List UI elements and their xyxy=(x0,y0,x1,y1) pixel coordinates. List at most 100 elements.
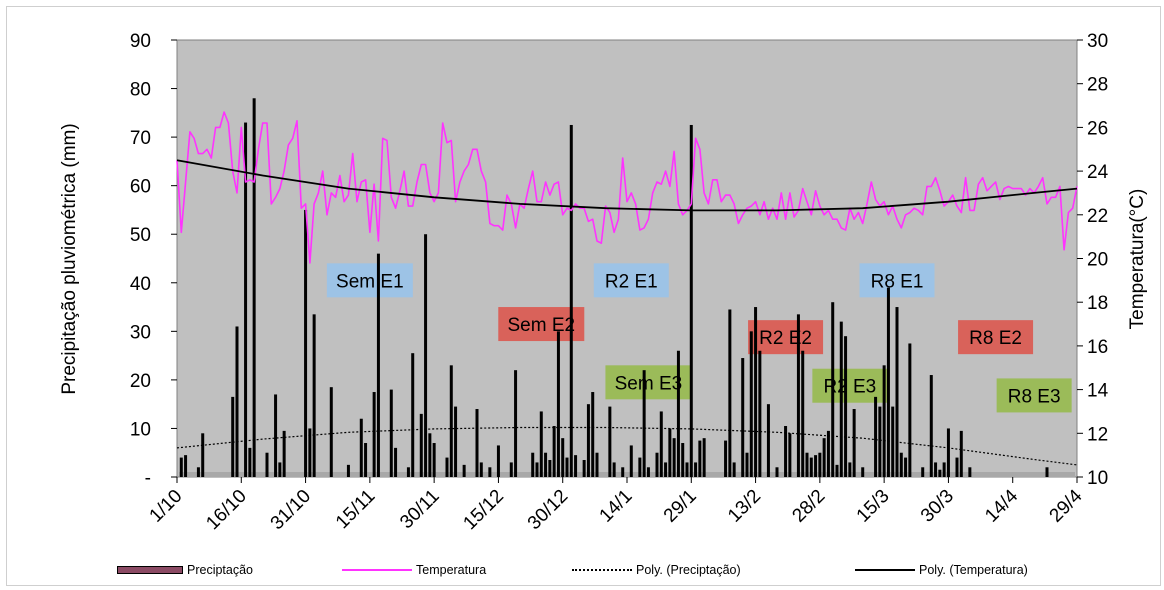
precipitation-bar xyxy=(428,433,432,477)
annotation-label: R2 E1 xyxy=(605,271,658,292)
precipitation-bar xyxy=(891,406,895,477)
x-tick-label: 15/3 xyxy=(853,486,894,527)
annotation-box xyxy=(748,320,824,355)
x-tick-label: 28/2 xyxy=(788,486,829,527)
precipitation-bar xyxy=(514,370,518,477)
precipitation-bar xyxy=(934,462,938,477)
combo-chart: Sem E1 Sem E2 Sem E3 R2 E1 R2 E2 R2 E3 R8 E1 R8… xyxy=(59,31,1148,534)
precipitation-bar xyxy=(556,331,560,477)
annotation-box xyxy=(593,263,669,298)
precipitation-bar xyxy=(831,302,835,477)
precipitation-bar xyxy=(895,307,899,477)
precipitation-bar xyxy=(766,404,770,477)
legend-item-temperature: Temperatura xyxy=(342,559,486,581)
y-left-axis-title: Precipitação pluviométrica (mm) xyxy=(59,123,80,394)
annotation-box xyxy=(996,378,1072,413)
y-right-tick-label: 30 xyxy=(1087,31,1108,52)
x-tick-label: 15/12 xyxy=(459,486,507,534)
x-tick-label: 15/11 xyxy=(332,486,379,533)
precipitation-bar xyxy=(886,287,890,477)
precipitation-bar xyxy=(544,452,548,477)
x-tick-label: 14/1 xyxy=(596,486,637,527)
precipitation-bar xyxy=(582,460,586,477)
precipitation-bar xyxy=(741,358,745,477)
y-left-tick-label: - xyxy=(145,468,151,489)
legend: Preciptação Temperatura Poly. (Preciptaç… xyxy=(117,559,1107,581)
precipitation-bar xyxy=(839,321,843,477)
precipitation-bar xyxy=(389,389,393,477)
precipitation-zero-baseline xyxy=(179,472,1075,477)
legend-swatch-precipitation xyxy=(117,566,183,574)
y-left-tick-label: 50 xyxy=(130,225,151,246)
precipitation-bar xyxy=(329,387,333,477)
precipitation-bar xyxy=(848,462,852,477)
y-right-tick-label: 24 xyxy=(1087,162,1109,183)
y-right-tick-label: 26 xyxy=(1087,118,1108,139)
poly-temperature-line xyxy=(176,159,1078,212)
precipitation-bar xyxy=(201,433,205,477)
precipitation-bar xyxy=(758,350,762,477)
precipitation-bar xyxy=(882,365,886,477)
precipitation-bar xyxy=(196,467,200,477)
precipitation-bar xyxy=(496,445,500,477)
precipitation-bar xyxy=(638,457,642,477)
x-tick-label: 29/4 xyxy=(1046,485,1087,526)
precipitation-bar xyxy=(346,464,350,477)
annotation-label: Sem E2 xyxy=(507,315,575,336)
legend-swatch-poly-precipitation xyxy=(572,569,632,571)
precipitation-bar xyxy=(278,462,282,477)
precipitation-bar xyxy=(248,447,252,477)
x-tick-label: 30/3 xyxy=(917,486,958,527)
precipitation-bar xyxy=(595,452,599,477)
precipitation-bar xyxy=(852,409,856,477)
legend-label-poly-precipitation: Poly. (Preciptação) xyxy=(636,563,741,577)
annotation-label: Sem E1 xyxy=(336,271,404,292)
precipitation-bar xyxy=(1045,467,1049,477)
precipitation-bar xyxy=(728,309,732,477)
precipitation-bar xyxy=(826,430,830,477)
precipitation-bar xyxy=(788,433,792,477)
temperature-line xyxy=(176,111,1078,264)
precipitation-bar xyxy=(921,467,925,477)
precipitation-bar xyxy=(591,392,595,477)
annotation-label: Sem E3 xyxy=(615,373,683,394)
precipitation-bar xyxy=(899,452,903,477)
precipitation-bar xyxy=(359,418,363,477)
precipitation-bar xyxy=(694,462,698,477)
precipitation-bar xyxy=(539,411,543,477)
precipitation-bar xyxy=(775,467,779,477)
legend-label-temperature: Temperatura xyxy=(416,563,487,577)
precipitation-bar xyxy=(308,428,312,477)
precipitation-bar xyxy=(685,462,689,477)
precipitation-bar xyxy=(475,409,479,477)
precipitation-bar xyxy=(454,406,458,477)
legend-item-poly-precipitation: Poly. (Preciptação) xyxy=(572,559,741,581)
precipitation-bar xyxy=(745,452,749,477)
plot-area xyxy=(176,39,1078,478)
precipitation-bar xyxy=(372,392,376,477)
precipitation-bar xyxy=(282,430,286,477)
precipitation-bar xyxy=(419,413,423,477)
y-left-tick-label: 40 xyxy=(130,274,151,295)
precipitation-bar xyxy=(861,467,865,477)
legend-item-poly-temperature: Poly. (Temperatura) xyxy=(855,559,1028,581)
precipitation-bar xyxy=(681,443,685,477)
precipitation-bar xyxy=(265,452,269,477)
precipitation-bar xyxy=(304,209,308,477)
x-tick-label: 13/2 xyxy=(724,486,765,527)
y-left-tick-label: 90 xyxy=(130,31,151,52)
precipitation-bar xyxy=(552,426,556,477)
legend-swatch-temperature xyxy=(342,569,412,571)
precipitation-bar xyxy=(629,445,633,477)
precipitation-bar xyxy=(312,314,316,477)
precipitation-bar xyxy=(844,336,848,477)
y-left-tick-label: 60 xyxy=(130,177,151,198)
precipitation-bar xyxy=(244,122,248,478)
annotation-label: R8 E3 xyxy=(1008,386,1061,407)
precipitation-bar xyxy=(531,452,535,477)
precipitation-bar xyxy=(676,350,680,477)
precipitation-bar xyxy=(646,467,650,477)
annotation-box xyxy=(958,320,1034,355)
precipitation-bar xyxy=(698,440,702,477)
x-tick-label: 30/12 xyxy=(524,486,572,534)
